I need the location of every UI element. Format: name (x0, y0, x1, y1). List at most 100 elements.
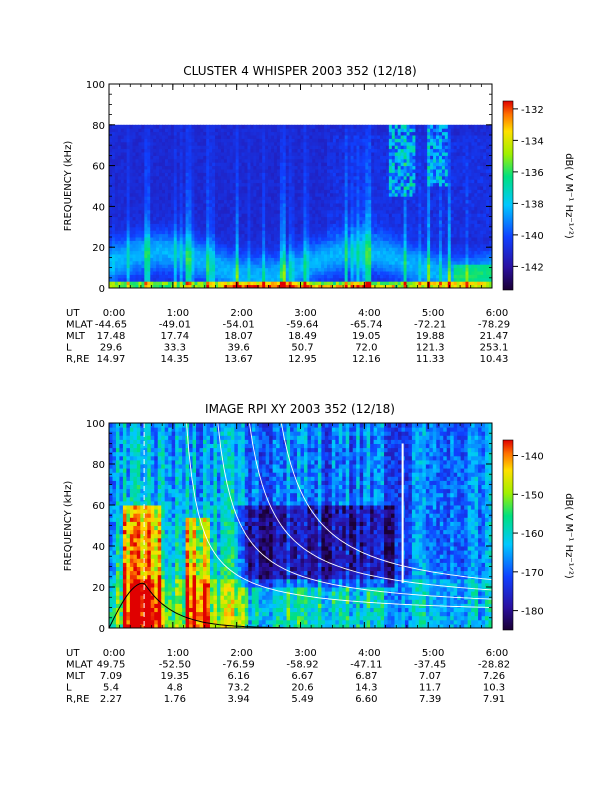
heat-cell (159, 226, 163, 231)
heat-cell (220, 162, 225, 167)
heat-cell (153, 158, 157, 163)
heat-cell (212, 182, 216, 187)
heat-cell (176, 128, 181, 133)
heat-cell (109, 158, 113, 163)
heat-cell (170, 216, 175, 221)
heat-cell (153, 152, 157, 156)
heat-cell (332, 175, 337, 180)
heat-cell (403, 145, 408, 150)
heat-cell (141, 213, 145, 218)
heat-cell (347, 138, 352, 143)
heat-cell (253, 206, 257, 211)
heat-cell (394, 192, 399, 197)
heat-cell (167, 189, 172, 194)
heat-cell (238, 223, 243, 228)
heat-cell (141, 155, 145, 160)
heat-cell (377, 155, 381, 160)
heat-cell (173, 203, 178, 207)
heat-cell (220, 206, 225, 211)
heat-cell (315, 257, 319, 262)
heat-cell (150, 223, 154, 228)
heat-cell (170, 128, 175, 133)
heat-cell (185, 131, 190, 136)
heat-cell (394, 158, 399, 163)
heat-cell (403, 141, 408, 146)
heat-cell (294, 284, 299, 288)
heat-cell (341, 145, 346, 150)
heat-cell (327, 206, 331, 211)
heat-cell (409, 281, 413, 286)
heat-cell (276, 192, 281, 197)
heat-cell (262, 145, 266, 150)
heat-cell (156, 162, 160, 167)
heat-cell (300, 213, 304, 218)
heat-cell (282, 271, 287, 275)
heat-cell (380, 158, 384, 163)
heat-cell (188, 131, 192, 136)
heat-cell (129, 162, 134, 167)
heat-cell (400, 267, 405, 272)
heat-cell (111, 135, 116, 139)
heat-cell (129, 148, 134, 153)
heat-cell (385, 145, 390, 150)
heat-cell (253, 169, 257, 173)
heat-cell (212, 257, 216, 262)
heat-cell (327, 155, 331, 160)
heat-cell (315, 233, 319, 238)
heat-cell (356, 128, 360, 133)
heat-cell (324, 220, 328, 224)
heat-cell (250, 284, 254, 288)
heat-cell (170, 209, 175, 214)
heat-cell (244, 179, 248, 184)
heat-cell (191, 216, 195, 221)
heat-cell (335, 206, 340, 211)
heat-cell (365, 233, 369, 238)
heat-cell (129, 257, 134, 262)
heat-cell (324, 186, 328, 190)
heat-cell (256, 237, 260, 241)
heat-cell (329, 284, 334, 288)
heat-cell (353, 158, 357, 163)
heat-cell (200, 138, 204, 143)
heat-cell (176, 206, 181, 211)
heat-cell (262, 243, 266, 248)
heat-cell (388, 145, 393, 150)
heat-cell (394, 209, 399, 214)
heat-cell (159, 223, 163, 228)
heat-cell (232, 179, 237, 184)
heat-cell (176, 175, 181, 180)
heat-cell (353, 175, 357, 180)
heat-cell (276, 277, 281, 282)
heat-cell (247, 220, 251, 224)
heat-cell (371, 213, 375, 218)
heat-cell (344, 182, 349, 187)
heat-cell (344, 148, 349, 153)
heat-cell (114, 213, 119, 218)
heat-cell (303, 254, 307, 258)
heat-cell (229, 152, 234, 156)
heat-cell (335, 145, 340, 150)
heat-cell (397, 274, 402, 279)
heat-cell (377, 138, 381, 143)
heat-cell (394, 162, 399, 167)
heat-cell (114, 260, 119, 265)
heat-cell (374, 247, 378, 252)
heat-cell (203, 152, 207, 156)
heat-cell (176, 216, 181, 221)
heat-cell (206, 182, 210, 187)
heat-cell (209, 203, 213, 207)
heat-cell (388, 192, 393, 197)
heat-cell (185, 172, 190, 177)
heat-cell (377, 148, 381, 153)
heat-cell (167, 230, 172, 235)
heat-cell (188, 189, 192, 194)
heat-cell (120, 284, 125, 288)
heat-cell (324, 226, 328, 231)
heat-cell (203, 189, 207, 194)
heat-cell (250, 138, 254, 143)
heat-cell (368, 141, 372, 146)
heat-cell (111, 223, 116, 228)
heat-cell (197, 155, 201, 160)
heat-cell (380, 240, 384, 245)
heat-cell (409, 155, 413, 160)
